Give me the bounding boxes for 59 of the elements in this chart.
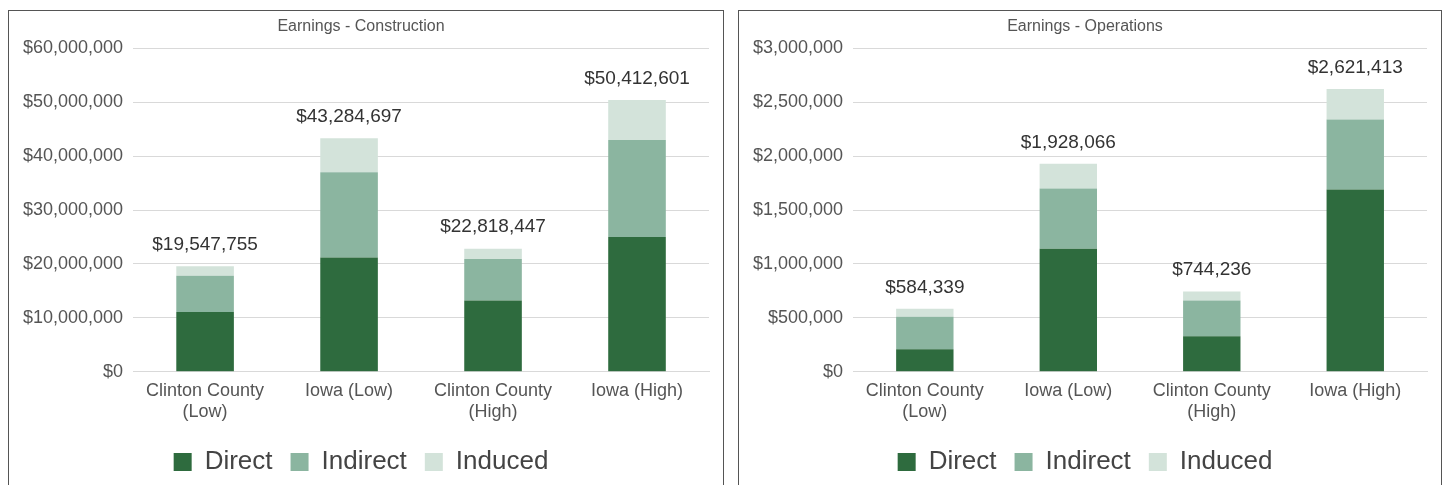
total-label: $2,621,413 [1307,55,1403,77]
y-tick-label: $20,000,000 [22,252,124,273]
y-tick-label: $3,000,000 [752,37,844,58]
bar [176,275,234,312]
x-tick-label: Iowa (Low) [305,379,394,400]
legend-label: Induced [1179,445,1273,476]
y-tick-label: $0 [823,360,844,381]
chart-title: Earnings - Construction [277,17,445,35]
y-tick-label: $0 [103,360,124,381]
legend-label: Induced [455,445,549,476]
y-tick-label: $40,000,000 [22,145,124,166]
total-label: $1,928,066 [1020,130,1116,152]
bar [176,266,234,276]
total-label: $43,284,697 [296,105,402,127]
bar [464,259,522,301]
bar [1183,291,1241,301]
total-label: $22,818,447 [440,215,546,237]
bar [464,300,522,372]
bar [1039,163,1097,189]
bar [1183,300,1241,337]
legend-label: Direct [928,445,998,476]
y-tick-label: $2,500,000 [752,91,844,112]
bar [176,311,234,372]
bar [320,172,378,258]
legend-label: Direct [204,445,274,476]
legend-label: Indirect [321,445,408,476]
bar [896,316,954,350]
x-tick-label: Clinton County (High) [434,379,553,422]
x-tick-label: Iowa (Low) [1024,379,1113,400]
y-tick-label: $10,000,000 [22,306,124,327]
x-tick-label: Clinton County (Low) [146,379,265,422]
total-label: $744,236 [1172,258,1252,280]
bar [1039,188,1097,249]
bar [608,139,666,237]
y-tick-label: $2,000,000 [752,145,844,166]
bar [1183,336,1241,372]
bar [1326,189,1384,372]
total-label: $19,547,755 [152,233,258,255]
x-tick-label: Iowa (High) [591,379,684,400]
y-tick-label: $50,000,000 [22,91,124,112]
y-tick-label: $60,000,000 [22,37,124,58]
bar [1039,248,1097,372]
bar [320,257,378,372]
chart-title: Earnings - Operations [1007,17,1163,35]
bar [896,349,954,372]
total-label: $50,412,601 [584,66,690,88]
bar [464,248,522,260]
y-tick-label: $500,000 [768,306,844,327]
bar [896,308,954,317]
y-tick-label: $30,000,000 [22,198,124,219]
y-tick-label: $1,500,000 [752,198,844,219]
x-tick-label: Clinton County (High) [1152,379,1271,422]
y-tick-label: $1,000,000 [752,252,844,273]
legend-label: Indirect [1045,445,1132,476]
x-tick-label: Clinton County (Low) [865,379,984,422]
bar [608,236,666,372]
x-tick-label: Iowa (High) [1309,379,1402,400]
total-label: $584,339 [885,275,965,297]
bar [1326,119,1384,190]
